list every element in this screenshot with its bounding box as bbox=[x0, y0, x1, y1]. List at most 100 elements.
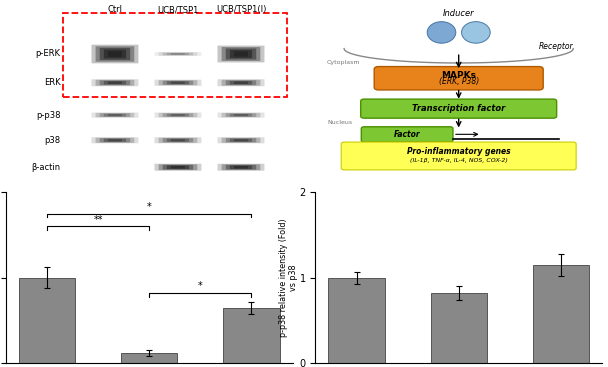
FancyBboxPatch shape bbox=[221, 164, 260, 170]
Bar bbox=[63, 12, 287, 97]
Text: Pro-inflammatory genes: Pro-inflammatory genes bbox=[407, 147, 511, 156]
FancyBboxPatch shape bbox=[154, 113, 201, 118]
FancyBboxPatch shape bbox=[230, 139, 252, 142]
FancyBboxPatch shape bbox=[167, 81, 189, 84]
Bar bbox=[328, 278, 385, 363]
FancyBboxPatch shape bbox=[234, 51, 248, 57]
FancyBboxPatch shape bbox=[100, 48, 130, 60]
Bar bbox=[533, 265, 589, 363]
FancyBboxPatch shape bbox=[104, 114, 126, 116]
FancyBboxPatch shape bbox=[171, 166, 185, 168]
FancyBboxPatch shape bbox=[154, 137, 201, 143]
Text: Inducer: Inducer bbox=[443, 9, 474, 18]
FancyBboxPatch shape bbox=[234, 166, 248, 168]
FancyBboxPatch shape bbox=[159, 113, 198, 117]
Text: *: * bbox=[147, 202, 151, 212]
FancyBboxPatch shape bbox=[163, 165, 193, 170]
FancyBboxPatch shape bbox=[154, 80, 201, 86]
FancyBboxPatch shape bbox=[163, 138, 193, 142]
Text: MAPKs: MAPKs bbox=[441, 71, 476, 80]
FancyBboxPatch shape bbox=[167, 166, 189, 169]
FancyBboxPatch shape bbox=[108, 81, 122, 84]
FancyBboxPatch shape bbox=[226, 48, 256, 59]
FancyBboxPatch shape bbox=[230, 114, 252, 116]
FancyBboxPatch shape bbox=[100, 138, 130, 142]
FancyBboxPatch shape bbox=[361, 127, 453, 142]
FancyBboxPatch shape bbox=[221, 138, 260, 143]
FancyBboxPatch shape bbox=[374, 66, 543, 90]
FancyBboxPatch shape bbox=[104, 50, 126, 58]
FancyBboxPatch shape bbox=[171, 139, 185, 141]
FancyBboxPatch shape bbox=[234, 81, 248, 84]
FancyBboxPatch shape bbox=[100, 113, 130, 117]
FancyBboxPatch shape bbox=[95, 113, 134, 117]
Bar bbox=[430, 293, 487, 363]
FancyBboxPatch shape bbox=[171, 114, 185, 116]
FancyBboxPatch shape bbox=[171, 81, 185, 84]
Text: β-actin: β-actin bbox=[32, 163, 61, 172]
FancyBboxPatch shape bbox=[91, 113, 139, 118]
FancyBboxPatch shape bbox=[108, 114, 122, 116]
FancyBboxPatch shape bbox=[226, 138, 256, 142]
FancyBboxPatch shape bbox=[91, 45, 139, 63]
FancyBboxPatch shape bbox=[108, 139, 122, 141]
Text: Nucleus: Nucleus bbox=[327, 120, 352, 125]
FancyBboxPatch shape bbox=[91, 79, 139, 86]
FancyBboxPatch shape bbox=[226, 165, 256, 170]
FancyBboxPatch shape bbox=[218, 79, 264, 86]
Ellipse shape bbox=[461, 22, 490, 43]
Ellipse shape bbox=[427, 22, 456, 43]
Text: p-ERK: p-ERK bbox=[35, 50, 61, 58]
Text: UCB/TSP1(I): UCB/TSP1(I) bbox=[216, 6, 266, 14]
Bar bbox=[19, 278, 75, 363]
FancyBboxPatch shape bbox=[218, 164, 264, 171]
FancyBboxPatch shape bbox=[361, 99, 557, 118]
FancyBboxPatch shape bbox=[91, 137, 139, 143]
FancyBboxPatch shape bbox=[221, 113, 260, 117]
FancyBboxPatch shape bbox=[218, 46, 264, 62]
FancyBboxPatch shape bbox=[154, 52, 201, 56]
FancyBboxPatch shape bbox=[230, 81, 252, 84]
Text: Factor: Factor bbox=[394, 130, 421, 139]
FancyBboxPatch shape bbox=[108, 51, 122, 57]
FancyBboxPatch shape bbox=[100, 80, 130, 85]
Text: **: ** bbox=[94, 215, 103, 225]
FancyBboxPatch shape bbox=[218, 137, 264, 143]
Text: (IL-1β, TNF-α, IL-4, NOS, COX-2): (IL-1β, TNF-α, IL-4, NOS, COX-2) bbox=[410, 157, 508, 163]
FancyBboxPatch shape bbox=[221, 80, 260, 86]
FancyBboxPatch shape bbox=[159, 80, 198, 85]
FancyBboxPatch shape bbox=[230, 166, 252, 169]
FancyBboxPatch shape bbox=[218, 113, 264, 118]
FancyBboxPatch shape bbox=[226, 80, 256, 85]
FancyBboxPatch shape bbox=[95, 46, 134, 62]
FancyBboxPatch shape bbox=[95, 80, 134, 86]
Text: Receptor: Receptor bbox=[539, 42, 573, 51]
FancyBboxPatch shape bbox=[159, 138, 198, 143]
FancyBboxPatch shape bbox=[163, 113, 193, 117]
Text: *: * bbox=[198, 281, 202, 291]
FancyBboxPatch shape bbox=[226, 113, 256, 117]
FancyBboxPatch shape bbox=[104, 81, 126, 84]
Text: Ctrl: Ctrl bbox=[108, 6, 122, 14]
Text: Cytoplasm: Cytoplasm bbox=[327, 61, 361, 65]
Text: (ERK, P38): (ERK, P38) bbox=[438, 77, 479, 86]
FancyBboxPatch shape bbox=[159, 52, 198, 56]
FancyBboxPatch shape bbox=[171, 53, 185, 55]
Text: Transcription factor: Transcription factor bbox=[412, 104, 505, 113]
FancyBboxPatch shape bbox=[234, 114, 248, 116]
FancyBboxPatch shape bbox=[167, 139, 189, 142]
Text: UCB/TSP1: UCB/TSP1 bbox=[157, 6, 199, 14]
Y-axis label: p-p38 relative intensity (Fold)
vs p38: p-p38 relative intensity (Fold) vs p38 bbox=[278, 218, 298, 337]
Bar bbox=[121, 353, 178, 363]
Text: p-p38: p-p38 bbox=[36, 110, 61, 120]
FancyBboxPatch shape bbox=[104, 139, 126, 142]
FancyBboxPatch shape bbox=[221, 47, 260, 61]
Text: ERK: ERK bbox=[44, 78, 61, 87]
FancyBboxPatch shape bbox=[234, 139, 248, 141]
Text: p38: p38 bbox=[44, 136, 61, 145]
FancyBboxPatch shape bbox=[154, 164, 201, 171]
FancyBboxPatch shape bbox=[163, 52, 193, 55]
FancyBboxPatch shape bbox=[341, 142, 576, 170]
FancyBboxPatch shape bbox=[95, 138, 134, 143]
FancyBboxPatch shape bbox=[167, 53, 189, 55]
